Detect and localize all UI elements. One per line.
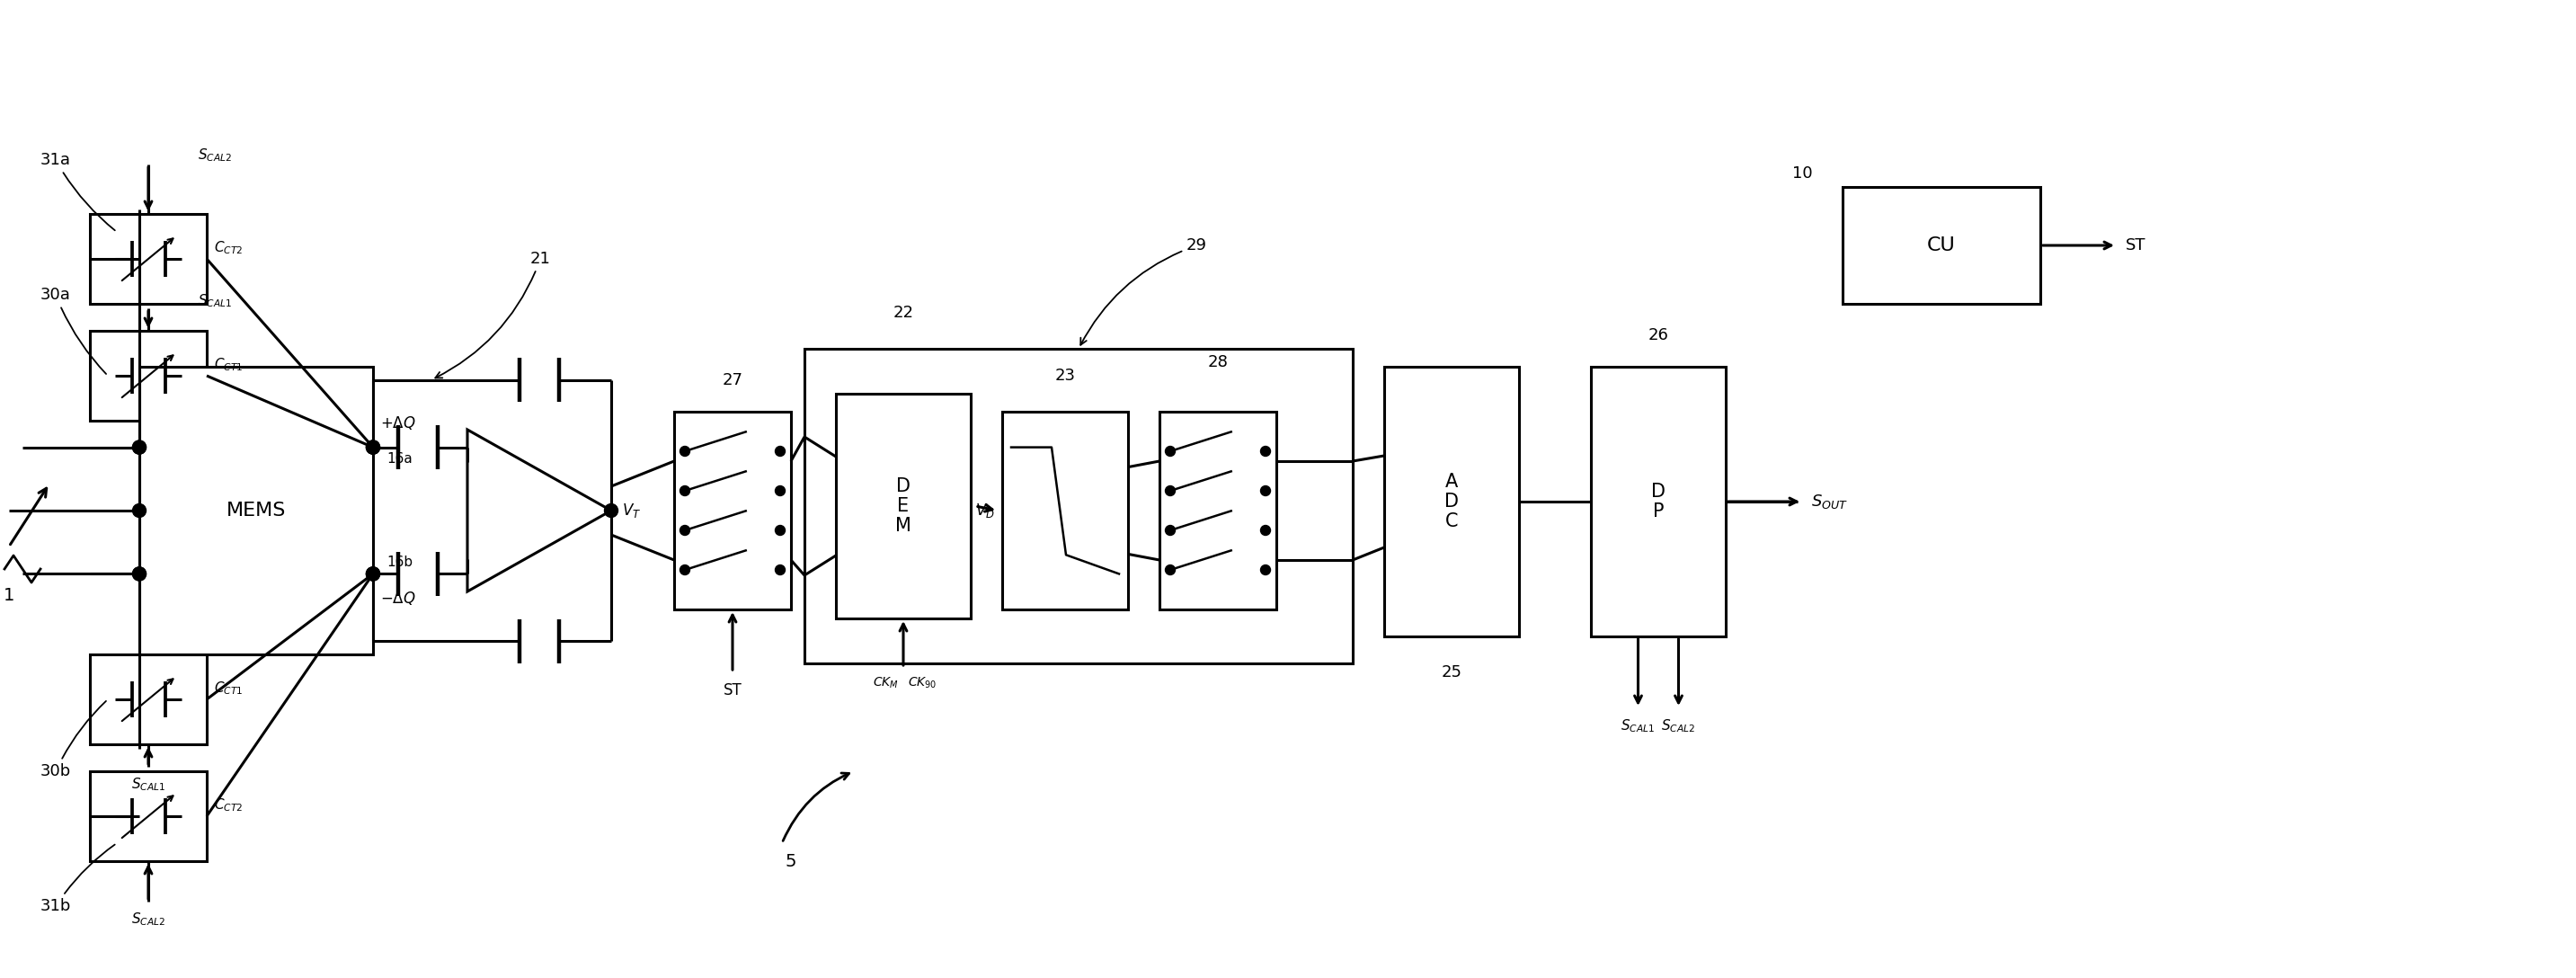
Text: $CK_M$: $CK_M$ bbox=[873, 676, 899, 690]
Bar bbox=[90, 772, 206, 862]
Bar bbox=[1383, 367, 1520, 637]
Bar bbox=[139, 367, 374, 654]
Bar bbox=[90, 654, 206, 744]
Text: $CK_{90}$: $CK_{90}$ bbox=[907, 676, 938, 690]
Text: 23: 23 bbox=[1054, 368, 1074, 383]
Circle shape bbox=[1260, 565, 1270, 575]
Text: 31a: 31a bbox=[41, 152, 116, 231]
Circle shape bbox=[1260, 525, 1270, 535]
Text: 30b: 30b bbox=[41, 701, 106, 779]
Text: $V_T$: $V_T$ bbox=[621, 502, 641, 519]
Text: 28: 28 bbox=[1208, 354, 1229, 371]
Circle shape bbox=[131, 567, 147, 581]
Text: $C_{CT2}$: $C_{CT2}$ bbox=[214, 240, 242, 256]
Text: $V_D$: $V_D$ bbox=[976, 502, 994, 519]
Text: 1: 1 bbox=[3, 588, 15, 604]
Text: 25: 25 bbox=[1440, 664, 1463, 681]
Text: $S_{CAL1}$: $S_{CAL1}$ bbox=[198, 292, 232, 309]
Circle shape bbox=[605, 504, 618, 517]
Text: 21: 21 bbox=[435, 250, 551, 378]
Text: $S_{OUT}$: $S_{OUT}$ bbox=[1811, 493, 1847, 511]
Text: $C_{CT1}$: $C_{CT1}$ bbox=[214, 357, 242, 374]
Bar bbox=[675, 412, 791, 609]
Circle shape bbox=[366, 440, 379, 454]
Circle shape bbox=[366, 567, 379, 581]
Circle shape bbox=[775, 446, 786, 456]
Circle shape bbox=[1164, 446, 1175, 456]
Text: D
P: D P bbox=[1651, 482, 1667, 520]
Text: D
E
M: D E M bbox=[896, 477, 912, 535]
Circle shape bbox=[366, 567, 379, 581]
Circle shape bbox=[775, 525, 786, 535]
Circle shape bbox=[366, 440, 379, 454]
Text: $-\Delta Q$: $-\Delta Q$ bbox=[381, 590, 415, 607]
Bar bbox=[1002, 412, 1128, 609]
Text: A
D
C: A D C bbox=[1445, 472, 1458, 531]
Bar bbox=[1842, 187, 2040, 304]
Text: $S_{CAL2}$: $S_{CAL2}$ bbox=[198, 147, 232, 164]
Bar bbox=[835, 394, 971, 618]
Text: 10: 10 bbox=[1793, 165, 1814, 182]
Text: CU: CU bbox=[1927, 237, 1955, 254]
Circle shape bbox=[680, 565, 690, 575]
Circle shape bbox=[1260, 446, 1270, 456]
Text: 16a: 16a bbox=[386, 452, 412, 466]
Text: 30a: 30a bbox=[41, 287, 106, 374]
Circle shape bbox=[680, 446, 690, 456]
Text: 31b: 31b bbox=[41, 845, 116, 914]
Bar bbox=[90, 214, 206, 304]
Text: 5: 5 bbox=[786, 853, 796, 869]
Text: $S_{CAL2}$: $S_{CAL2}$ bbox=[131, 911, 165, 928]
Text: 22: 22 bbox=[894, 305, 914, 321]
Circle shape bbox=[131, 567, 147, 581]
Text: 29: 29 bbox=[1079, 238, 1208, 345]
Text: ST: ST bbox=[724, 683, 742, 698]
Text: $S_{CAL1}$: $S_{CAL1}$ bbox=[1620, 718, 1656, 734]
Circle shape bbox=[1164, 565, 1175, 575]
Circle shape bbox=[1164, 486, 1175, 496]
Text: $C_{CT1}$: $C_{CT1}$ bbox=[214, 680, 242, 697]
Circle shape bbox=[131, 504, 147, 517]
Circle shape bbox=[366, 440, 379, 454]
Text: 27: 27 bbox=[721, 373, 742, 388]
Text: 16b: 16b bbox=[386, 556, 412, 569]
Circle shape bbox=[680, 486, 690, 496]
Bar bbox=[1159, 412, 1275, 609]
Circle shape bbox=[131, 440, 147, 454]
Text: 26: 26 bbox=[1649, 328, 1669, 343]
Circle shape bbox=[775, 486, 786, 496]
Text: ST: ST bbox=[2125, 238, 2146, 253]
Circle shape bbox=[680, 525, 690, 535]
Bar bbox=[1592, 367, 1726, 637]
Circle shape bbox=[131, 440, 147, 454]
Text: $S_{CAL2}$: $S_{CAL2}$ bbox=[1662, 718, 1695, 734]
Text: $S_{CAL1}$: $S_{CAL1}$ bbox=[131, 777, 165, 793]
Bar bbox=[804, 349, 1352, 663]
Text: MEMS: MEMS bbox=[227, 502, 286, 519]
Circle shape bbox=[366, 567, 379, 581]
Circle shape bbox=[775, 565, 786, 575]
Bar bbox=[90, 331, 206, 421]
Text: $+\Delta Q$: $+\Delta Q$ bbox=[381, 414, 415, 431]
Circle shape bbox=[1260, 486, 1270, 496]
Text: $C_{CT2}$: $C_{CT2}$ bbox=[214, 797, 242, 814]
Circle shape bbox=[1164, 525, 1175, 535]
